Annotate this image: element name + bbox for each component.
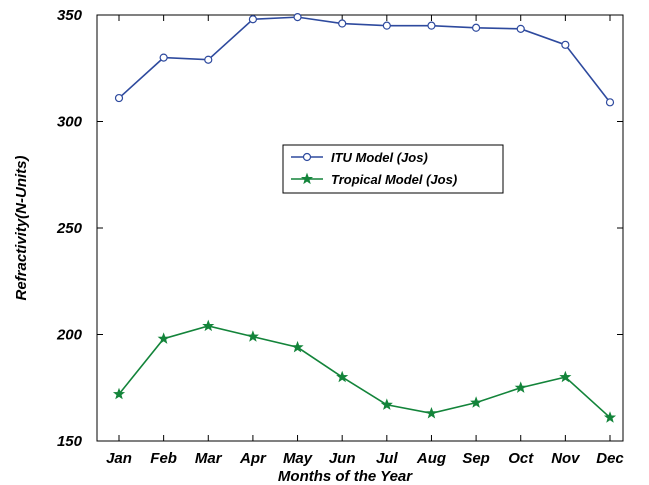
- x-tick-label: Sep: [462, 450, 490, 467]
- x-tick-label: Apr: [239, 450, 267, 467]
- data-point-star: [470, 396, 483, 408]
- x-tick-label: Jun: [329, 450, 356, 467]
- x-tick-label: Nov: [551, 450, 581, 467]
- y-tick-label: 200: [56, 327, 83, 344]
- data-point-circle: [338, 19, 347, 28]
- data-point-star: [559, 370, 572, 383]
- data-point-circle: [159, 53, 168, 62]
- x-tick-label: Jan: [106, 450, 132, 467]
- y-tick-label: 150: [57, 433, 83, 450]
- data-point-star: [202, 319, 215, 332]
- axis-tick-labels: Jan Feb Mar Apr May Jun Jul Aug Sep Oct Nov Dec 150 2…: [56, 7, 624, 467]
- data-point-star: [380, 398, 393, 410]
- series-line: [118, 16, 611, 103]
- x-tick-label: Mar: [195, 450, 223, 467]
- x-tick-label: Aug: [416, 450, 446, 467]
- data-point-circle: [471, 23, 481, 32]
- plot-area: [96, 14, 624, 442]
- series-1: [114, 13, 615, 107]
- y-tick-label: 300: [57, 114, 83, 131]
- x-tick-label: May: [283, 450, 313, 467]
- y-axis-label: Refractivity(N-Units): [13, 155, 30, 300]
- data-point-star: [157, 332, 170, 344]
- legend-label: ITU Model (Jos): [331, 150, 428, 165]
- y-tick-label: 250: [56, 220, 83, 237]
- data-point-circle: [516, 24, 525, 33]
- axis-ticks: [97, 14, 623, 442]
- x-tick-label: Dec: [596, 450, 624, 467]
- x-tick-label: Feb: [150, 450, 177, 467]
- x-tick-label: Jul: [376, 450, 399, 467]
- data-point-circle: [114, 93, 124, 103]
- y-tick-label: 350: [57, 7, 83, 24]
- legend-box: [282, 144, 504, 194]
- legend-marker: [300, 172, 314, 185]
- series-line: [118, 325, 611, 419]
- legend-entry: Tropical Model (Jos): [291, 172, 457, 187]
- data-point-star: [336, 370, 349, 383]
- data-point-star: [514, 381, 527, 393]
- data-point-circle: [248, 15, 258, 24]
- data-point-star: [112, 387, 126, 400]
- legend-label: Tropical Model (Jos): [331, 172, 457, 187]
- data-point-circle: [561, 40, 570, 49]
- series-2: [112, 319, 617, 423]
- data-point-circle: [427, 21, 436, 30]
- data-point-star: [291, 340, 304, 353]
- data-point-circle: [293, 13, 302, 22]
- data-point-circle: [382, 21, 391, 30]
- x-axis-label: Months of the Year: [278, 468, 413, 485]
- data-point-star: [603, 411, 617, 423]
- data-point-star: [425, 406, 438, 419]
- x-tick-label: Oct: [508, 450, 534, 467]
- legend: ITU Model (Jos) Tropical Model (Jos): [282, 144, 504, 194]
- legend-entry: ITU Model (Jos): [291, 150, 428, 165]
- legend-marker: [302, 152, 312, 162]
- data-point-circle: [204, 55, 213, 64]
- data-point-star: [246, 330, 259, 342]
- data-point-circle: [605, 98, 615, 107]
- series-layer: [112, 13, 617, 423]
